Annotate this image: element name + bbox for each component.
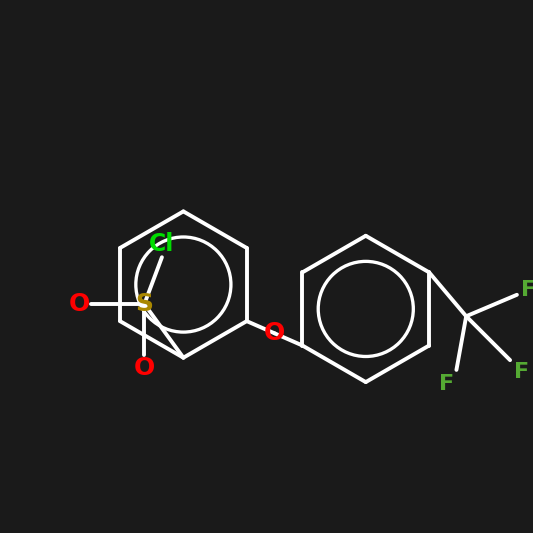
Text: O: O [134, 357, 155, 381]
Text: O: O [68, 292, 90, 316]
Text: F: F [439, 374, 454, 393]
Text: Cl: Cl [149, 231, 175, 256]
Text: F: F [514, 362, 529, 382]
Text: O: O [264, 321, 285, 345]
Text: S: S [135, 292, 154, 316]
Text: F: F [521, 280, 533, 300]
